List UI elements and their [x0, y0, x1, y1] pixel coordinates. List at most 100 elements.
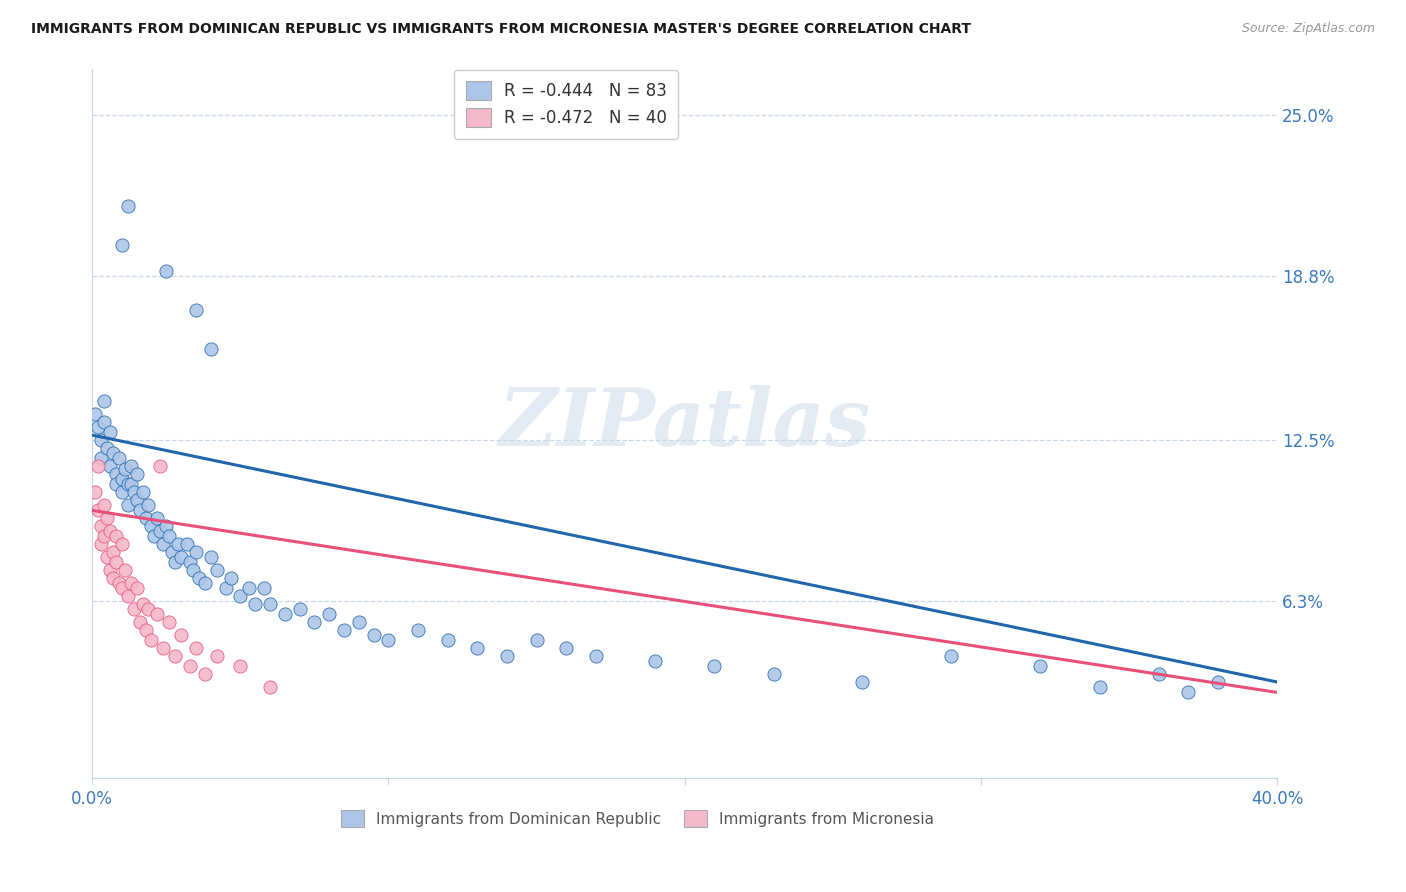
Point	[90, 434, 112, 448]
Point	[318, 607, 340, 622]
Point	[155, 519, 177, 533]
Point	[205, 648, 228, 663]
Point	[155, 264, 177, 278]
Point	[114, 563, 136, 577]
Point	[120, 459, 142, 474]
Point	[165, 556, 187, 570]
Point	[138, 602, 160, 616]
Point	[644, 654, 666, 668]
Point	[465, 641, 488, 656]
Point	[111, 537, 134, 551]
Point	[141, 519, 163, 533]
Text: ZIPatlas: ZIPatlas	[499, 384, 870, 462]
Point	[98, 563, 121, 577]
Point	[157, 615, 180, 630]
Point	[108, 576, 131, 591]
Point	[152, 537, 174, 551]
Point	[98, 459, 121, 474]
Point	[157, 529, 180, 543]
Point	[347, 615, 370, 630]
Point	[200, 550, 222, 565]
Point	[84, 407, 107, 421]
Point	[333, 623, 356, 637]
Point	[98, 425, 121, 440]
Point	[93, 394, 115, 409]
Point	[238, 582, 260, 596]
Point	[406, 623, 429, 637]
Point	[111, 582, 134, 596]
Point	[184, 641, 207, 656]
Point	[149, 524, 172, 539]
Point	[134, 623, 156, 637]
Point	[90, 537, 112, 551]
Point	[259, 680, 281, 694]
Point	[941, 648, 963, 663]
Point	[104, 529, 127, 543]
Point	[851, 675, 873, 690]
Point	[84, 485, 107, 500]
Point	[96, 550, 118, 565]
Point	[1029, 659, 1052, 673]
Point	[221, 571, 243, 585]
Point	[526, 633, 548, 648]
Point	[176, 537, 198, 551]
Point	[214, 582, 236, 596]
Point	[93, 529, 115, 543]
Point	[117, 477, 139, 491]
Point	[138, 498, 160, 512]
Point	[187, 571, 209, 585]
Point	[141, 633, 163, 648]
Point	[1206, 675, 1229, 690]
Point	[181, 563, 204, 577]
Point	[90, 519, 112, 533]
Point	[146, 607, 169, 622]
Point	[160, 545, 183, 559]
Point	[377, 633, 399, 648]
Point	[128, 615, 150, 630]
Point	[98, 524, 121, 539]
Text: Source: ZipAtlas.com: Source: ZipAtlas.com	[1241, 22, 1375, 36]
Point	[585, 648, 607, 663]
Point	[1177, 685, 1199, 699]
Point	[104, 556, 127, 570]
Point	[87, 420, 110, 434]
Point	[229, 589, 252, 603]
Point	[114, 462, 136, 476]
Point	[152, 641, 174, 656]
Point	[120, 477, 142, 491]
Point	[184, 545, 207, 559]
Point	[104, 477, 127, 491]
Point	[93, 415, 115, 429]
Point	[111, 485, 134, 500]
Point	[117, 498, 139, 512]
Point	[96, 441, 118, 455]
Point	[274, 607, 297, 622]
Point	[184, 303, 207, 318]
Point	[170, 628, 193, 642]
Point	[134, 511, 156, 525]
Point	[131, 485, 153, 500]
Point	[117, 589, 139, 603]
Point	[762, 667, 785, 681]
Point	[125, 467, 148, 481]
Point	[205, 563, 228, 577]
Point	[165, 648, 187, 663]
Point	[101, 571, 124, 585]
Point	[288, 602, 311, 616]
Point	[194, 667, 217, 681]
Point	[101, 545, 124, 559]
Point	[96, 511, 118, 525]
Point	[111, 238, 134, 252]
Point	[87, 503, 110, 517]
Point	[179, 556, 201, 570]
Point	[243, 597, 266, 611]
Point	[200, 343, 222, 357]
Point	[104, 467, 127, 481]
Point	[179, 659, 201, 673]
Point	[108, 451, 131, 466]
Point	[436, 633, 458, 648]
Point	[125, 582, 148, 596]
Point	[131, 597, 153, 611]
Point	[1088, 680, 1111, 694]
Point	[304, 615, 326, 630]
